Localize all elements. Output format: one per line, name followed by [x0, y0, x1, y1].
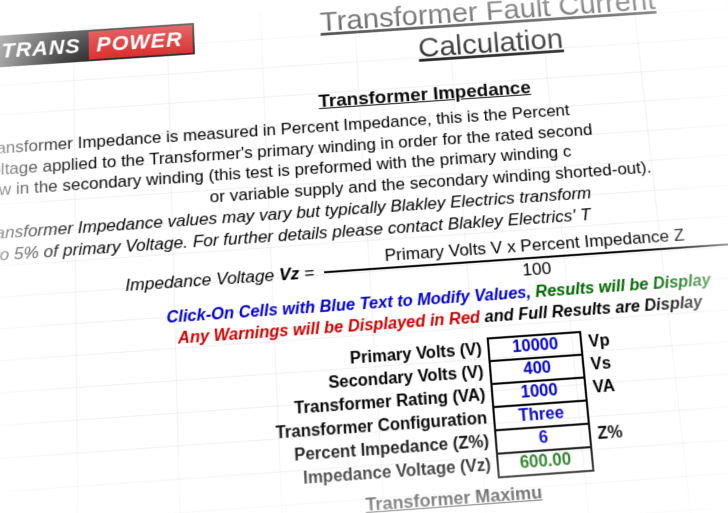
- logo-trans-text: TRANS: [0, 32, 89, 66]
- param-symbol: Z%: [589, 420, 630, 446]
- parameters-table: Primary Volts (V)10000VpSecondary Volts …: [266, 328, 633, 494]
- logo-power-text: POWER: [88, 25, 192, 60]
- param-symbol: [591, 444, 632, 470]
- param-symbol: [587, 397, 628, 423]
- param-symbol: VA: [585, 374, 626, 400]
- spreadsheet-sheet: TRANS POWER Transformer Fault Current Ca…: [0, 0, 728, 513]
- param-symbol: Vp: [580, 329, 620, 354]
- formula-denominator: 100: [522, 258, 553, 280]
- page-title: Transformer Fault Current Calculation: [319, 0, 660, 71]
- formula-lhs: Impedance Voltage Vz =: [125, 263, 315, 296]
- transpower-logo: TRANS POWER: [0, 23, 195, 68]
- param-symbol: Vs: [583, 352, 623, 377]
